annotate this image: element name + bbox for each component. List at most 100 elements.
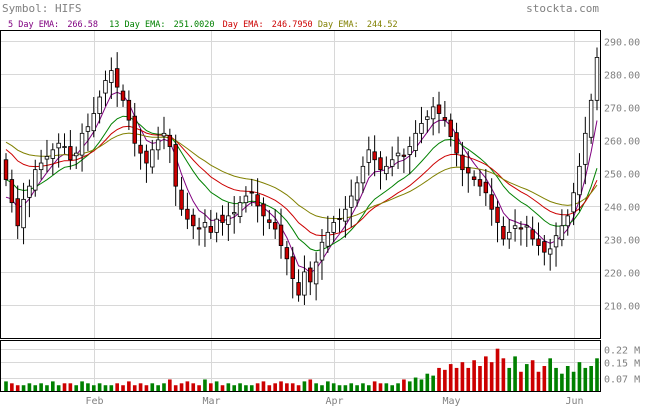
volume-bar: [127, 381, 131, 391]
volume-bar: [513, 356, 517, 391]
candle-body: [296, 282, 301, 296]
volume-bar: [45, 385, 49, 391]
month-tick-label: Apr: [325, 396, 343, 406]
volume-panel-border: [0, 340, 601, 392]
volume-bar: [255, 383, 260, 391]
candle-body: [372, 151, 377, 161]
candle-body: [325, 231, 331, 247]
ema-3-value: 246.7950: [272, 20, 313, 30]
price-tick-label: 220.00: [604, 269, 640, 280]
candle-body: [79, 132, 85, 156]
candle-body: [471, 176, 477, 180]
candle-body: [114, 68, 120, 88]
candle-body: [272, 222, 278, 230]
volume-bar: [10, 383, 14, 391]
volume-bar: [168, 379, 172, 391]
volume-bar: [197, 385, 201, 391]
volume-bar: [68, 383, 73, 391]
volume-bar: [50, 381, 55, 391]
price-tick-label: 270.00: [604, 104, 640, 115]
candle-body: [588, 99, 594, 138]
month-tick-label: Mar: [202, 396, 220, 406]
ema-line-34: [5, 132, 598, 220]
volume-bar: [407, 381, 412, 391]
volume-bar: [244, 385, 248, 391]
volume-bar: [191, 383, 196, 391]
volume-bar: [203, 379, 207, 391]
volume-bar: [21, 385, 26, 391]
price-tick-label: 290.00: [604, 38, 640, 49]
candle-body: [74, 152, 79, 157]
volume-bars: [4, 348, 599, 391]
candle-body: [354, 182, 360, 201]
candle-body: [191, 214, 196, 227]
volume-bar: [27, 383, 32, 391]
volume-bar: [343, 385, 348, 391]
price-tick-label: 250.00: [604, 170, 640, 181]
volume-bar: [109, 385, 114, 391]
ema-3-label: Day EMA:: [223, 20, 264, 30]
month-tick-label: Feb: [85, 396, 103, 406]
candle-body: [530, 229, 535, 240]
candle-body: [231, 212, 237, 215]
volume-bar: [220, 385, 225, 391]
volume-bar: [86, 383, 90, 391]
candle-body: [594, 57, 600, 101]
ema-13-value: 251.0020: [174, 20, 215, 30]
price-tick-label: 240.00: [604, 203, 640, 214]
volume-bar: [156, 385, 160, 391]
volume-bar: [62, 383, 67, 391]
volume-tick-label: 0.15 M: [604, 359, 640, 370]
volume-bar: [472, 360, 476, 391]
volume-bar: [548, 358, 553, 391]
candle-body: [50, 149, 56, 159]
candle-body: [185, 208, 190, 220]
candle-body: [319, 241, 325, 261]
candle-body: [15, 198, 20, 227]
volume-bar: [320, 385, 324, 391]
candle-body: [109, 70, 114, 83]
candlesticks: [3, 47, 600, 305]
candle-body: [466, 167, 471, 174]
candle-body: [214, 218, 219, 233]
volume-bar: [560, 373, 564, 391]
volume-bar: [366, 385, 371, 391]
volume-bar: [384, 383, 389, 391]
volume-bar: [372, 381, 377, 391]
volume-bar: [162, 383, 166, 391]
candle-body: [507, 231, 512, 240]
candle-body: [366, 149, 372, 163]
price-tick-labels: 290.00 280.00 270.00 260.00 250.00 240.00 230.…: [604, 38, 640, 313]
ema-line-5: [5, 91, 598, 274]
candle-body: [571, 192, 576, 213]
volume-bar: [290, 383, 295, 391]
volume-bar: [33, 385, 38, 391]
candle-body: [349, 195, 354, 208]
volume-bar: [285, 383, 289, 391]
candle-body: [542, 241, 547, 253]
candle-body: [524, 225, 529, 228]
volume-bar: [536, 371, 541, 391]
volume-bar: [91, 385, 96, 391]
candle-body: [448, 119, 453, 138]
candle-body: [155, 139, 161, 151]
candle-body: [553, 235, 559, 248]
candle-body: [196, 227, 202, 230]
volume-bar: [542, 366, 547, 391]
ema-5-label: 5 Day EMA:: [8, 20, 59, 30]
price-tick-label: 260.00: [604, 137, 640, 148]
candle-body: [454, 132, 459, 154]
volume-bar: [56, 385, 61, 391]
volume-bar: [302, 381, 307, 391]
volume-bar: [507, 367, 512, 391]
volume-bar: [437, 367, 441, 391]
volume-bar: [337, 385, 342, 391]
candle-body: [267, 219, 272, 223]
candle-body: [85, 126, 91, 132]
candle-body: [337, 218, 342, 220]
candle-body: [565, 215, 570, 227]
volume-bar: [396, 383, 400, 391]
candle-body: [395, 152, 401, 157]
volume-bar: [214, 381, 219, 391]
